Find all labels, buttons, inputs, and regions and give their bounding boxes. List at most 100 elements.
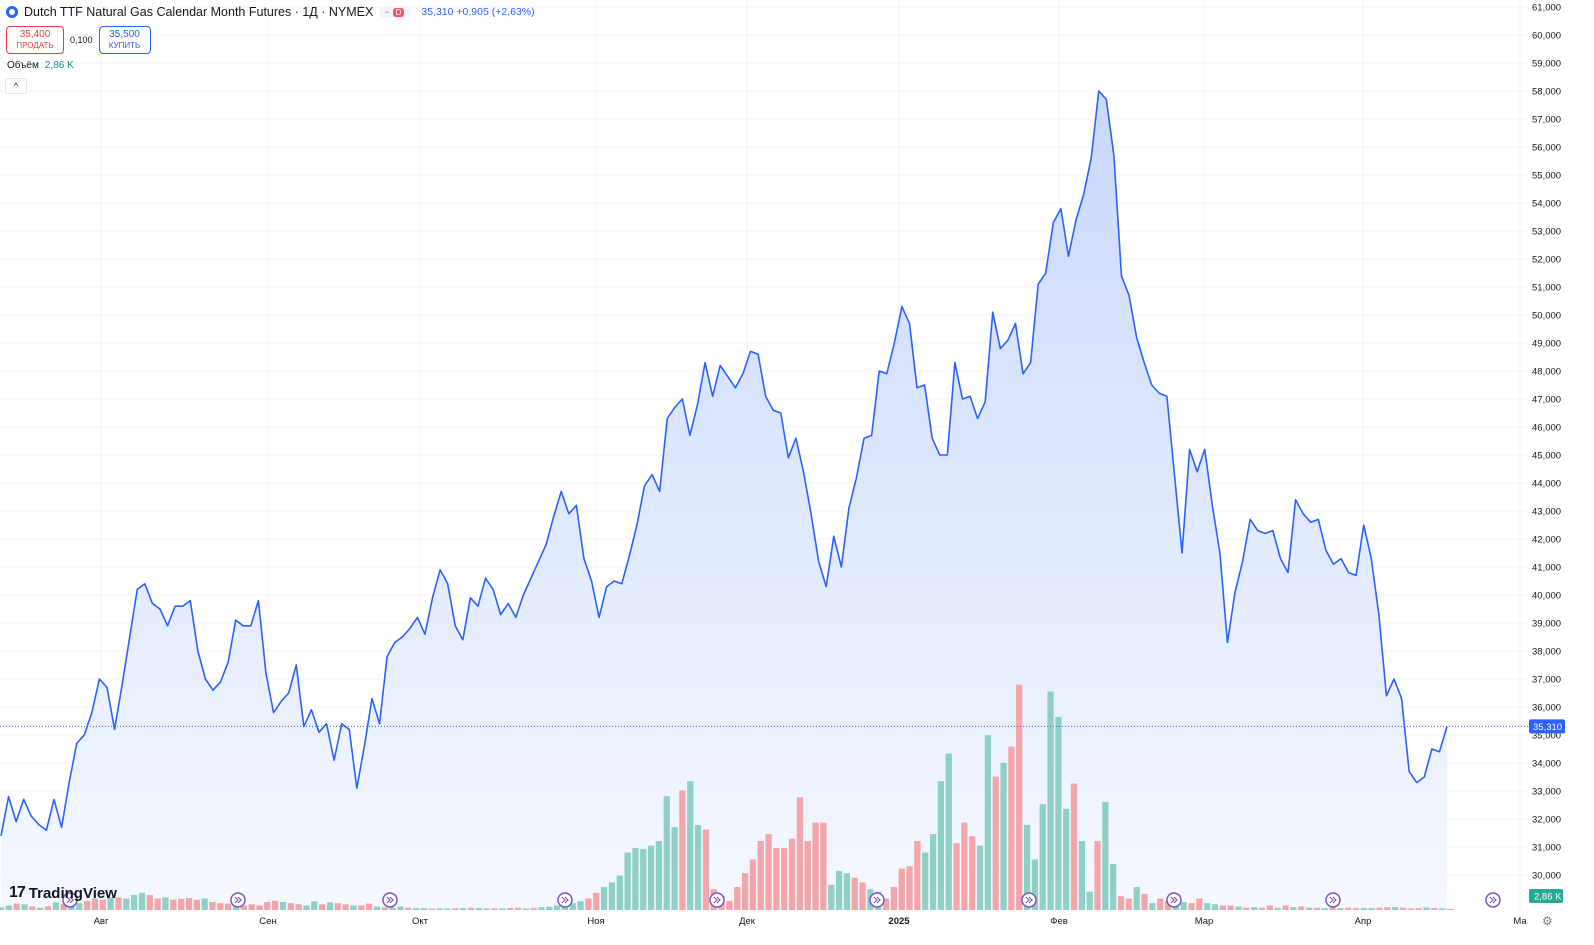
volume-bar <box>553 905 561 910</box>
volume-bar <box>52 902 59 910</box>
volume-bar <box>1360 908 1367 910</box>
volume-bar <box>929 834 937 910</box>
volume-bar <box>146 895 153 910</box>
volume-bar <box>37 907 44 910</box>
volume-bar <box>1431 907 1438 910</box>
price-area <box>1 91 1447 910</box>
tradingview-logo[interactable]: 17 TradingView <box>9 884 117 902</box>
y-tick-label: 36,000 <box>1532 703 1561 714</box>
volume-bar <box>342 904 349 910</box>
volume-bar <box>475 907 482 910</box>
volume-bar <box>812 822 819 910</box>
volume-bar <box>1415 908 1422 910</box>
volume-bar <box>1023 824 1031 910</box>
volume-bar <box>1110 864 1117 910</box>
volume-bar <box>616 875 623 910</box>
volume-bar <box>68 905 75 910</box>
volume-bar <box>976 845 984 910</box>
y-tick-label: 43,000 <box>1532 507 1561 518</box>
symbol-icon[interactable] <box>6 6 18 18</box>
volume-bar <box>326 902 334 910</box>
volume-bar <box>804 841 811 910</box>
volume-bar <box>1211 904 1219 910</box>
y-tick-label: 42,000 <box>1532 535 1561 546</box>
interval-pill[interactable]: − D <box>379 6 410 18</box>
volume-bar <box>170 899 177 910</box>
event-arrow-icon <box>561 896 569 904</box>
volume-bar <box>178 898 185 910</box>
tradingview-mark-icon: 17 <box>9 884 26 901</box>
volume-bar <box>882 898 890 910</box>
x-tick-label: Фев <box>1050 916 1068 927</box>
volume-bar <box>1352 908 1360 910</box>
collapse-legend-button[interactable]: ^ <box>5 78 27 94</box>
y-tick-label: 44,000 <box>1532 479 1561 490</box>
volume-bar <box>1290 907 1297 910</box>
y-tick-label: 33,000 <box>1532 787 1561 798</box>
volume-bar <box>303 905 310 910</box>
volume-bar <box>538 907 545 910</box>
volume-bar <box>84 900 91 910</box>
volume-bar <box>5 905 12 910</box>
volume-bar <box>679 790 686 910</box>
y-tick-label: 50,000 <box>1532 311 1561 322</box>
x-tick-label: Окт <box>412 916 429 927</box>
y-tick-label: 40,000 <box>1532 591 1561 602</box>
volume-bar <box>217 903 224 910</box>
volume-bar <box>851 877 858 910</box>
volume-bar <box>436 908 443 910</box>
volume-bar <box>1305 907 1313 910</box>
volume-bar <box>264 901 271 910</box>
volume-bar <box>1439 908 1446 910</box>
volume-legend[interactable]: Объём 2,86 K <box>7 60 74 71</box>
volume-bar <box>624 852 631 910</box>
volume-bar <box>726 900 733 910</box>
volume-bar <box>1376 907 1383 910</box>
buy-price: 35,500 <box>109 29 140 40</box>
volume-bar <box>1345 907 1352 910</box>
volume-bar <box>749 859 757 910</box>
volume-bar <box>1423 907 1430 910</box>
volume-bar <box>405 907 412 910</box>
volume-bar <box>1086 891 1093 910</box>
gear-icon[interactable]: ⚙ <box>1542 914 1553 928</box>
sell-label: ПРОДАТЬ <box>16 41 54 50</box>
volume-bar <box>240 905 247 910</box>
volume-bar <box>600 887 608 910</box>
volume-bar <box>796 797 804 910</box>
volume-bar <box>1149 903 1156 910</box>
x-tick-label: Ноя <box>587 916 604 927</box>
volume-bar <box>1125 898 1133 910</box>
buy-button[interactable]: 35,500 КУПИТЬ <box>98 26 151 54</box>
volume-bar <box>29 906 36 910</box>
volume-bar <box>225 903 232 910</box>
sell-button[interactable]: 35,400 ПРОДАТЬ <box>6 26 64 54</box>
volume-bar <box>1016 684 1023 910</box>
volume-bar <box>381 907 388 910</box>
last-price-info: 35,310 +0,905 (+2,63%) <box>421 6 535 18</box>
y-tick-label: 38,000 <box>1532 647 1561 658</box>
volume-bar <box>1384 907 1391 910</box>
volume-bar <box>256 905 263 910</box>
y-tick-label: 39,000 <box>1532 619 1561 630</box>
y-tick-label: 48,000 <box>1532 367 1561 378</box>
volume-bar <box>1157 898 1164 910</box>
volume-bar <box>1164 900 1172 910</box>
y-tick-label: 30,000 <box>1532 871 1561 882</box>
y-tick-label: 55,000 <box>1532 171 1561 182</box>
symbol-title[interactable]: Dutch TTF Natural Gas Calendar Month Fut… <box>24 5 374 19</box>
volume-bar <box>1180 901 1187 910</box>
x-tick-label: Дек <box>739 916 756 927</box>
event-arrow-icon <box>1329 896 1337 904</box>
volume-bar <box>922 852 929 910</box>
y-tick-label: 61,000 <box>1532 3 1561 14</box>
volume-bar <box>99 899 106 910</box>
volume-bar <box>491 908 498 910</box>
chart-header: Dutch TTF Natural Gas Calendar Month Fut… <box>6 5 535 19</box>
y-tick-label: 47,000 <box>1532 395 1561 406</box>
y-tick-label: 51,000 <box>1532 283 1561 294</box>
volume-bar <box>397 906 404 910</box>
volume-bar <box>201 898 208 910</box>
volume-bar <box>961 822 968 910</box>
